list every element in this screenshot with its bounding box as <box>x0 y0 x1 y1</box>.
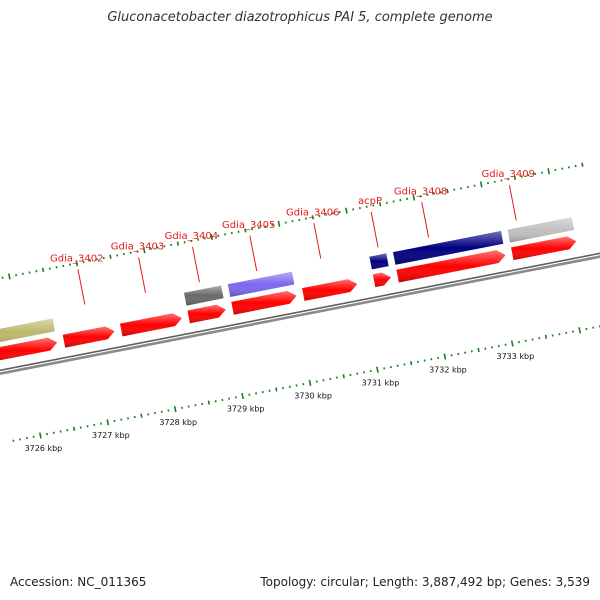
gene-leader-line <box>508 184 517 221</box>
inner-tick-major <box>173 406 177 413</box>
cog-bar-shading <box>393 231 504 265</box>
accession-text: Accession: NC_011365 <box>10 575 147 589</box>
kbp-tick-label: 3732 kbp <box>429 365 467 374</box>
inner-tick-major <box>443 353 447 360</box>
outer-tick-major <box>7 273 11 280</box>
cog-bar-shading <box>227 271 295 297</box>
cds-arrow-shading <box>62 326 115 348</box>
outer-tick-major <box>210 233 213 241</box>
outer-tick-major <box>345 207 348 214</box>
inner-tick-major <box>39 432 42 439</box>
cog-bar-shading <box>507 217 575 243</box>
backbone-line <box>0 252 600 372</box>
gene-label: Gdia_3408 <box>394 186 447 197</box>
gene-leader-line <box>77 269 86 305</box>
inner-tick-minor <box>544 334 548 339</box>
gene-leader-line <box>138 257 146 293</box>
map-title: Gluconacetobacter diazotrophicus PAI 5, … <box>107 10 493 25</box>
kbp-tick-label: 3726 kbp <box>25 444 63 453</box>
gene-label: Gdia_3404 <box>165 231 218 242</box>
cds-arrow-shading <box>0 337 58 361</box>
outer-tick-minor <box>176 241 180 246</box>
outer-tick-major <box>277 220 281 227</box>
kbp-tick-label: 3733 kbp <box>496 352 534 361</box>
backbone-layer <box>0 252 600 375</box>
inner-tick-minor <box>477 347 480 353</box>
outer-tick-minor <box>109 254 112 259</box>
outer-tick-minor <box>446 188 449 194</box>
inner-tick-minor <box>72 426 76 431</box>
cog-bar-shading <box>0 318 55 342</box>
cds-arrow-shading <box>372 272 391 288</box>
gene-label: Gdia_3406 <box>286 207 339 218</box>
inner-tick-major <box>308 379 312 386</box>
inner-tick-major <box>376 366 379 373</box>
cds-arrow-shading <box>396 250 506 283</box>
cds-arrow-shading <box>511 236 577 261</box>
inner-tick-major <box>510 340 514 347</box>
gene-leader-line <box>370 211 379 248</box>
kbp-tick-label: 3729 kbp <box>227 405 265 414</box>
kbp-tick-label: 3731 kbp <box>362 378 400 387</box>
inner-tick-major <box>241 392 244 400</box>
inner-tick-minor <box>140 413 143 418</box>
outer-tick-major <box>412 194 416 201</box>
outer-tick-minor <box>378 202 382 207</box>
gene-label: Gdia_3403 <box>111 241 164 252</box>
outer-tick-minor <box>244 228 247 233</box>
cds-arrow-shading <box>187 304 226 324</box>
inner-tick-minor <box>409 361 413 366</box>
kbp-tick-label: 3727 kbp <box>92 431 130 440</box>
gene-label: Gdia_3405 <box>222 220 275 231</box>
inner-tick-major <box>578 327 582 334</box>
outer-tick-major <box>142 247 146 254</box>
inner-tick-minor <box>275 387 278 392</box>
cds-arrow-shading <box>120 313 182 337</box>
tick-layer <box>1 162 600 442</box>
kbp-tick-label: 3730 kbp <box>294 392 332 401</box>
cog-bar-shading <box>369 253 389 270</box>
feature-layer <box>0 217 577 361</box>
genome-stats-text: Topology: circular; Length: 3,887,492 bp… <box>260 575 590 589</box>
kbp-tick-label: 3728 kbp <box>159 418 197 427</box>
cog-bar-shading <box>184 285 224 306</box>
gene-leader-line <box>313 223 322 259</box>
gene-label: acpP <box>358 196 382 207</box>
gene-label: Gdia_3409 <box>482 169 535 180</box>
gene-label: Gdia_3402 <box>50 253 103 264</box>
backbone-line <box>0 255 600 375</box>
cds-arrow-shading <box>231 291 297 315</box>
gene-leader-line <box>421 202 430 238</box>
outer-tick-minor <box>311 215 314 220</box>
gene-leader-line <box>192 246 200 283</box>
gene-leader-line <box>249 235 258 272</box>
outer-tick-minor <box>41 267 45 272</box>
inner-tick-minor <box>207 400 211 405</box>
inner-tick-minor <box>342 374 345 379</box>
outer-tick-major <box>547 168 551 175</box>
inner-tick-major <box>106 419 110 426</box>
outer-tick-major <box>479 181 483 188</box>
outer-tick-major <box>75 260 79 267</box>
gene-label-layer: 3726 kbp 3727 kbp 3728 kbp 3729 kbp 3730 kbp… <box>25 169 535 453</box>
cds-arrow-shading <box>302 279 358 301</box>
outer-tick-minor <box>581 162 584 167</box>
outer-tick-minor <box>513 175 517 180</box>
